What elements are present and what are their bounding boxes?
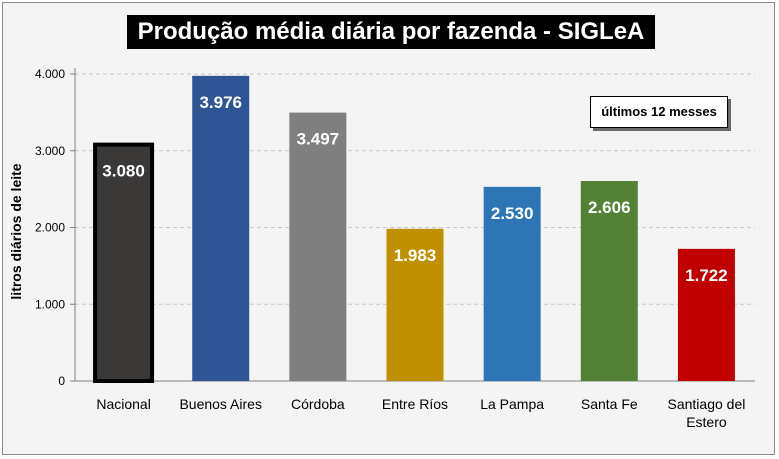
x-tick-label: Buenos Aires (179, 396, 262, 412)
x-tick-label: Santiago del (668, 396, 746, 412)
bar-value-label: 3.080 (102, 162, 145, 181)
bar-value-label: 3.976 (199, 93, 242, 112)
bar-value-label: 1.722 (685, 266, 728, 285)
x-tick-label: Entre Ríos (382, 396, 448, 412)
bar-value-label: 1.983 (394, 246, 437, 265)
bar (289, 112, 347, 381)
bar (192, 75, 250, 381)
bar-value-label: 2.530 (491, 204, 534, 223)
bar-value-label: 2.606 (588, 198, 631, 217)
x-tick-label: Nacional (96, 396, 150, 412)
x-tick-label: Santa Fe (581, 396, 638, 412)
y-tick-label: 2.000 (35, 221, 65, 235)
chart-title: Produção média diária por fazenda - SIGL… (127, 15, 655, 49)
x-tick-label: Estero (686, 414, 727, 430)
y-tick-label: 4.000 (35, 67, 65, 81)
bar (386, 228, 444, 381)
x-axis-labels: Nacional Buenos Aires Córdoba Entre Ríos La … (96, 396, 745, 430)
y-tick-label: 0 (58, 374, 65, 388)
period-annotation: últimos 12 messes (590, 96, 728, 128)
bars: 3.080 3.976 3.497 1.983 2.530 2.606 1.722 (93, 75, 735, 383)
y-tick-label: 3.000 (35, 144, 65, 158)
x-tick-label: Córdoba (291, 396, 345, 412)
x-tick-label: La Pampa (480, 396, 544, 412)
y-axis-title: litros diários de leite (8, 163, 24, 299)
bar (483, 186, 541, 381)
y-tick-label: 1.000 (35, 297, 65, 311)
bar-value-label: 3.497 (297, 130, 340, 149)
bar (93, 142, 155, 383)
bar (580, 180, 638, 381)
bar (677, 248, 735, 381)
